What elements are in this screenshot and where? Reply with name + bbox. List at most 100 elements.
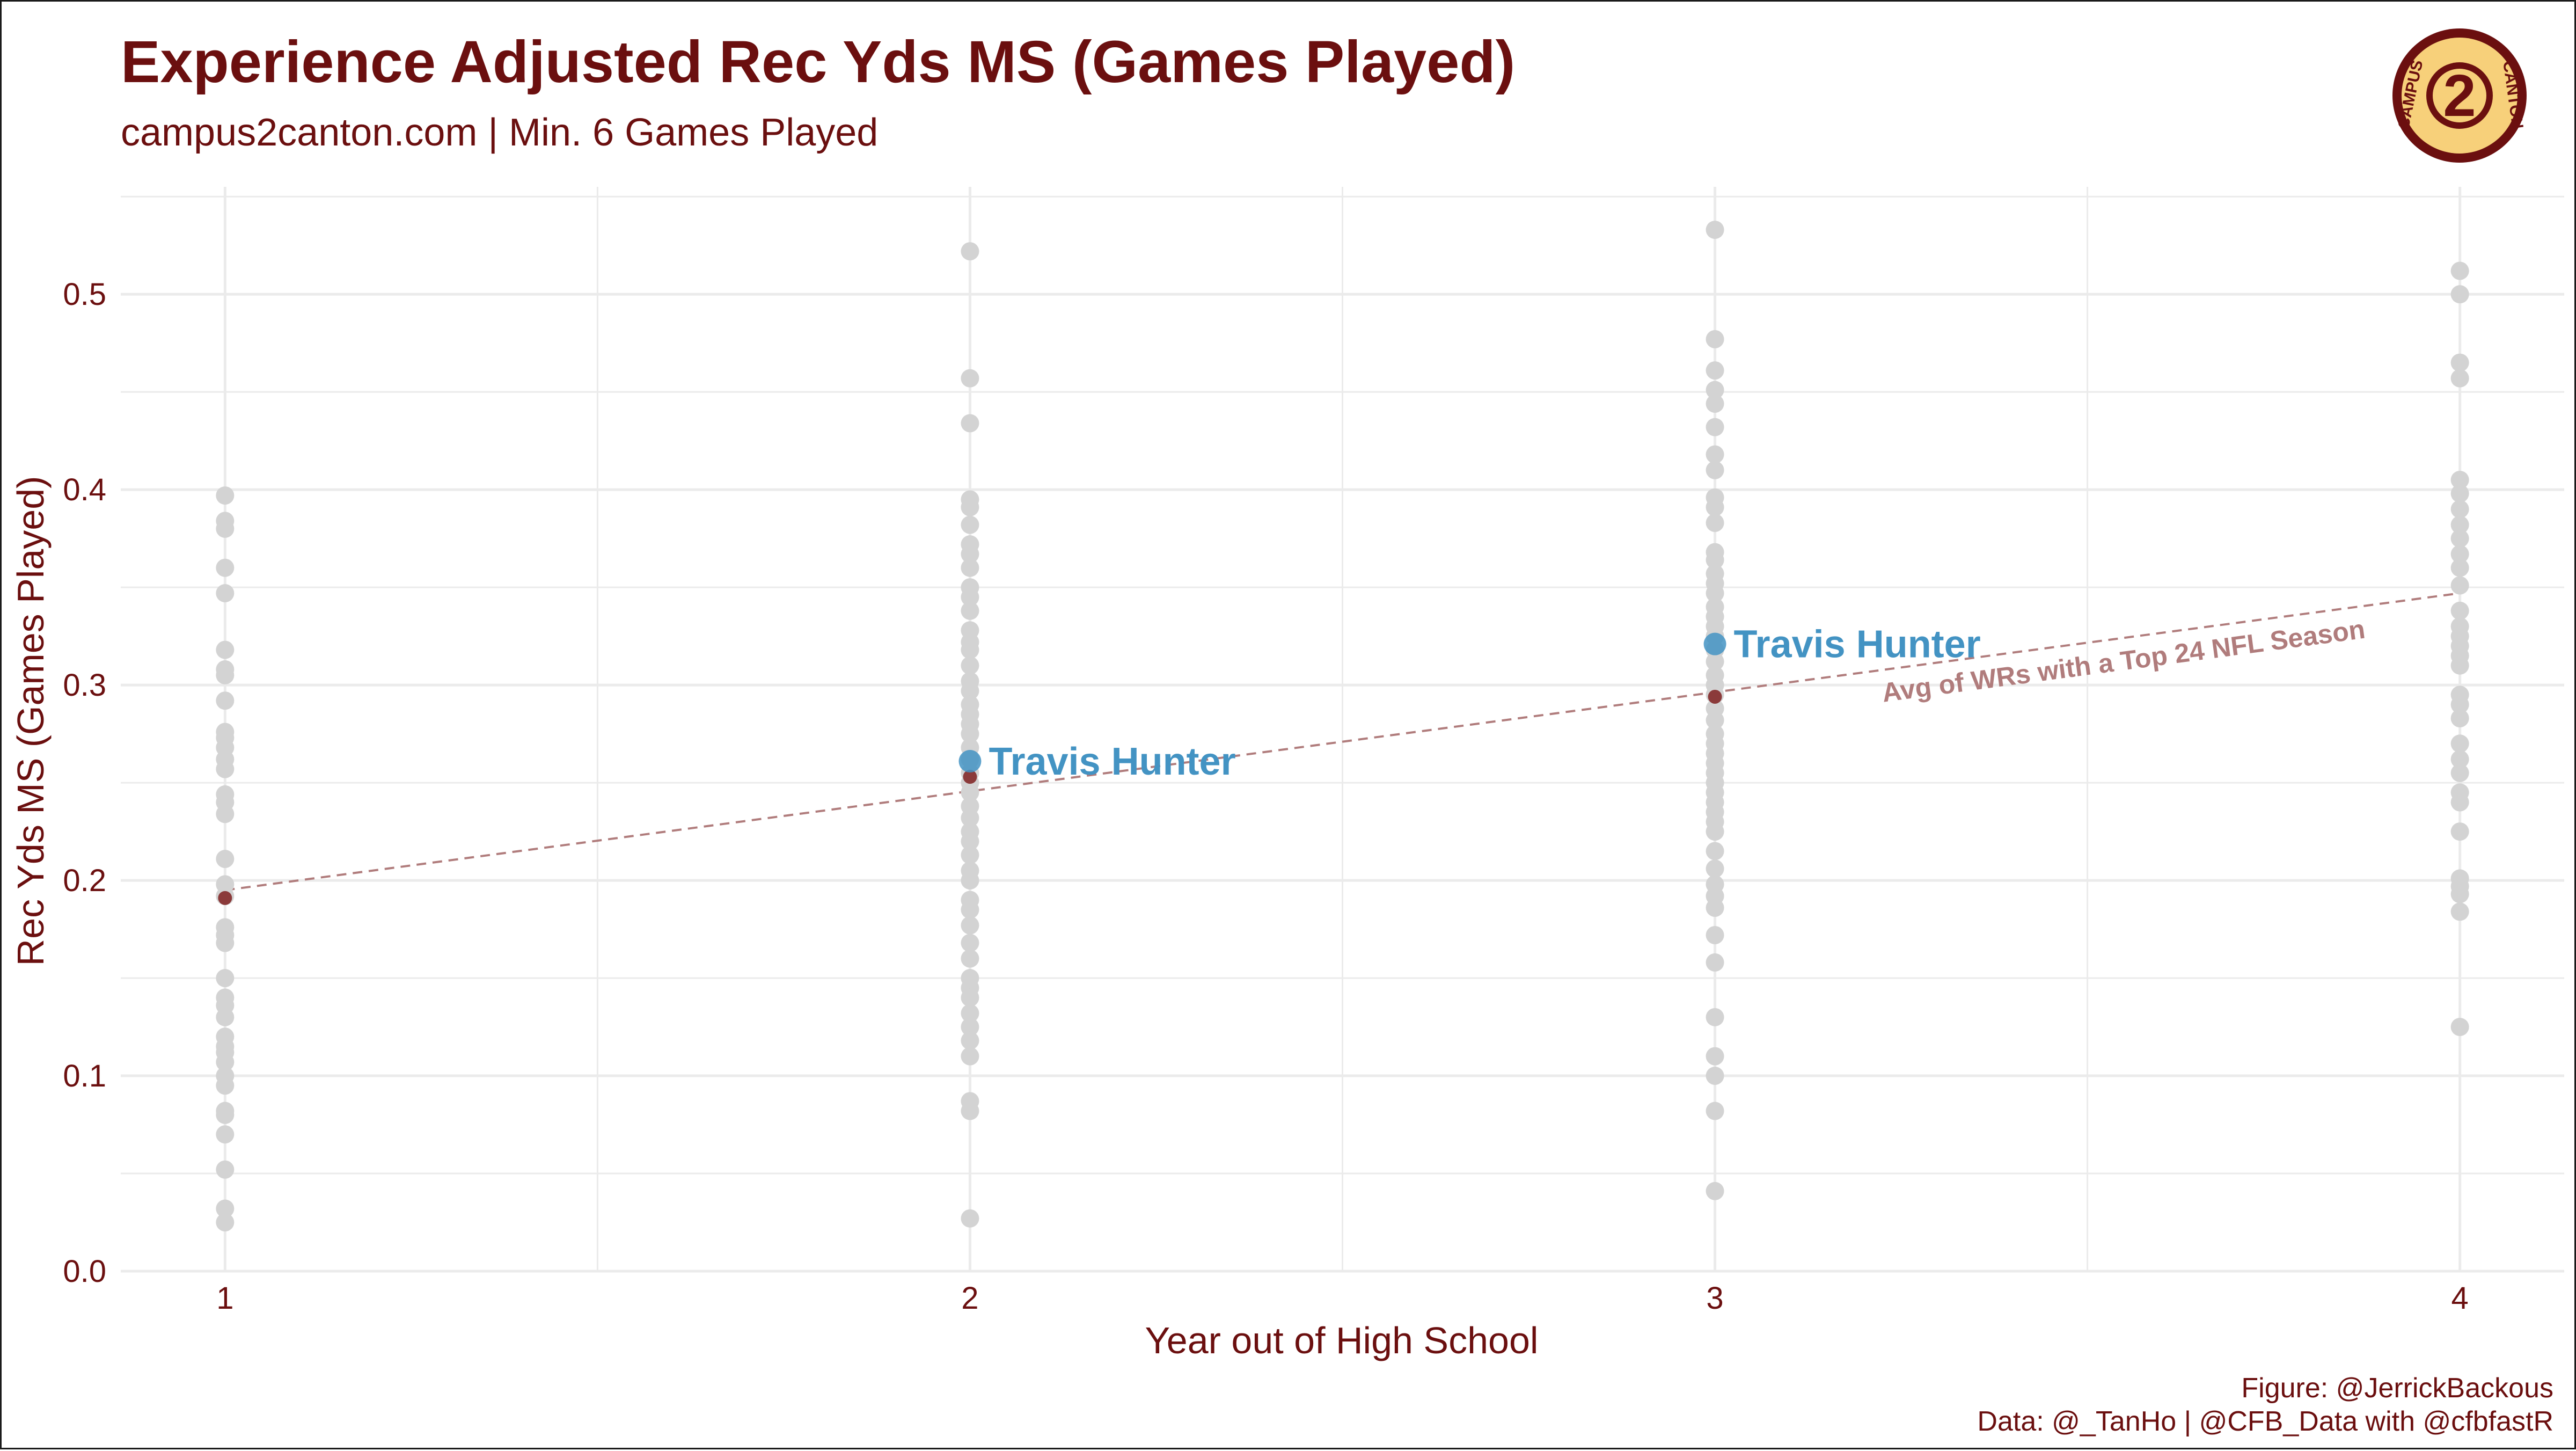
wr-data-point — [216, 640, 235, 659]
wr-data-point — [961, 1018, 979, 1037]
data-credit: Data: @_TanHo | @CFB_Data with @cfbfastR — [1977, 1406, 2553, 1437]
wr-data-point — [2450, 709, 2469, 727]
wr-data-point — [2450, 558, 2469, 577]
wr-data-point — [2450, 261, 2469, 280]
wr-data-point — [961, 1004, 979, 1023]
wr-data-point — [961, 832, 979, 851]
wr-data-point — [2450, 902, 2469, 921]
x-axis-title: Year out of High School — [1145, 1319, 1539, 1361]
wr-data-point — [216, 969, 235, 988]
wr-data-point — [1706, 1067, 1724, 1085]
wr-data-point — [1706, 221, 1724, 239]
wr-data-point — [216, 1160, 235, 1179]
wr-data-point — [1706, 498, 1724, 516]
wr-data-point — [2450, 885, 2469, 903]
wr-data-point — [2450, 1018, 2469, 1037]
x-tick-label: 2 — [961, 1281, 978, 1316]
wr-data-point — [2450, 515, 2469, 534]
wr-data-point — [2450, 529, 2469, 548]
wr-data-point — [216, 584, 235, 603]
points-layer — [216, 221, 2469, 1232]
trend-line — [225, 592, 2460, 892]
wr-data-point — [1706, 652, 1724, 671]
wr-data-point — [1706, 859, 1724, 878]
y-axis-title: Rec Yds MS (Games Played) — [10, 476, 52, 966]
y-tick-label: 0.5 — [63, 277, 106, 312]
wr-data-point — [216, 1199, 235, 1218]
campus2canton-logo: 2 CAMPUS CANTON — [2392, 28, 2527, 163]
wr-data-point — [2450, 695, 2469, 714]
wr-data-point — [2450, 601, 2469, 620]
y-tick-label: 0.2 — [63, 863, 106, 898]
wr-data-point — [1706, 551, 1724, 570]
wr-data-point — [1706, 461, 1724, 479]
wr-data-point — [216, 486, 235, 505]
wr-data-point — [216, 691, 235, 710]
y-tick-label: 0.3 — [63, 668, 106, 703]
wr-data-point — [2450, 500, 2469, 519]
wr-data-point — [1706, 925, 1724, 944]
wr-data-point — [1706, 514, 1724, 533]
wr-data-point — [216, 1125, 235, 1144]
wr-data-point — [961, 1209, 979, 1228]
avg-top24-point — [218, 891, 232, 905]
wr-data-point — [216, 850, 235, 869]
wr-data-point — [216, 760, 235, 778]
wr-data-point — [961, 725, 979, 743]
wr-data-point — [1706, 584, 1724, 603]
wr-data-point — [961, 1102, 979, 1120]
avg-top24-point — [1708, 689, 1722, 704]
wr-data-point — [2450, 750, 2469, 769]
grid-layer — [121, 187, 2564, 1273]
wr-data-point — [961, 515, 979, 534]
wr-data-point — [961, 916, 979, 935]
wr-data-point — [1706, 1008, 1724, 1026]
wr-data-point — [1706, 953, 1724, 972]
wr-data-point — [961, 369, 979, 388]
wr-data-point — [961, 601, 979, 620]
wr-data-point — [1706, 361, 1724, 380]
wr-data-point — [2450, 656, 2469, 675]
wr-data-point — [961, 1031, 979, 1050]
highlighted-player-point — [958, 750, 982, 773]
wr-data-point — [1706, 711, 1724, 730]
wr-data-point — [961, 242, 979, 261]
wr-data-point — [2450, 545, 2469, 564]
x-tick-label: 3 — [1706, 1281, 1723, 1316]
x-tick-label: 4 — [2451, 1281, 2469, 1316]
wr-data-point — [961, 640, 979, 659]
chart-subtitle: campus2canton.com | Min. 6 Games Played — [121, 111, 878, 154]
highlighted-player-label: Travis Hunter — [1734, 623, 1981, 666]
wr-data-point — [1706, 395, 1724, 413]
wr-data-point — [2450, 734, 2469, 753]
wr-data-point — [1706, 899, 1724, 917]
highlighted-player-label: Travis Hunter — [989, 740, 1235, 783]
wr-data-point — [2450, 822, 2469, 841]
y-tick-label: 0.4 — [63, 472, 106, 507]
avg-top24-point — [963, 770, 977, 784]
logo-center-inner — [2433, 69, 2486, 122]
wr-data-point — [961, 934, 979, 952]
wr-data-point — [216, 805, 235, 823]
wr-data-point — [216, 1076, 235, 1095]
wr-data-point — [961, 871, 979, 890]
wr-data-point — [1706, 330, 1724, 348]
wr-data-point — [216, 666, 235, 684]
wr-data-point — [961, 558, 979, 577]
wr-data-point — [216, 934, 235, 952]
wr-data-point — [1706, 381, 1724, 399]
logo-number: 2 — [2443, 63, 2476, 129]
x-tick-label: 1 — [216, 1281, 233, 1316]
ticks-layer: 0.0 0.1 0.2 0.3 0.4 0.5 1 2 3 4 — [63, 277, 2468, 1316]
y-tick-label: 0.1 — [63, 1059, 106, 1093]
wr-data-point — [961, 1047, 979, 1066]
wr-data-point — [216, 1105, 235, 1124]
wr-data-point — [961, 808, 979, 827]
wr-data-point — [2450, 470, 2469, 489]
wr-data-point — [961, 498, 979, 516]
wr-data-point — [216, 519, 235, 538]
wr-data-point — [216, 558, 235, 577]
wr-data-point — [1706, 842, 1724, 861]
wr-data-point — [2450, 763, 2469, 782]
